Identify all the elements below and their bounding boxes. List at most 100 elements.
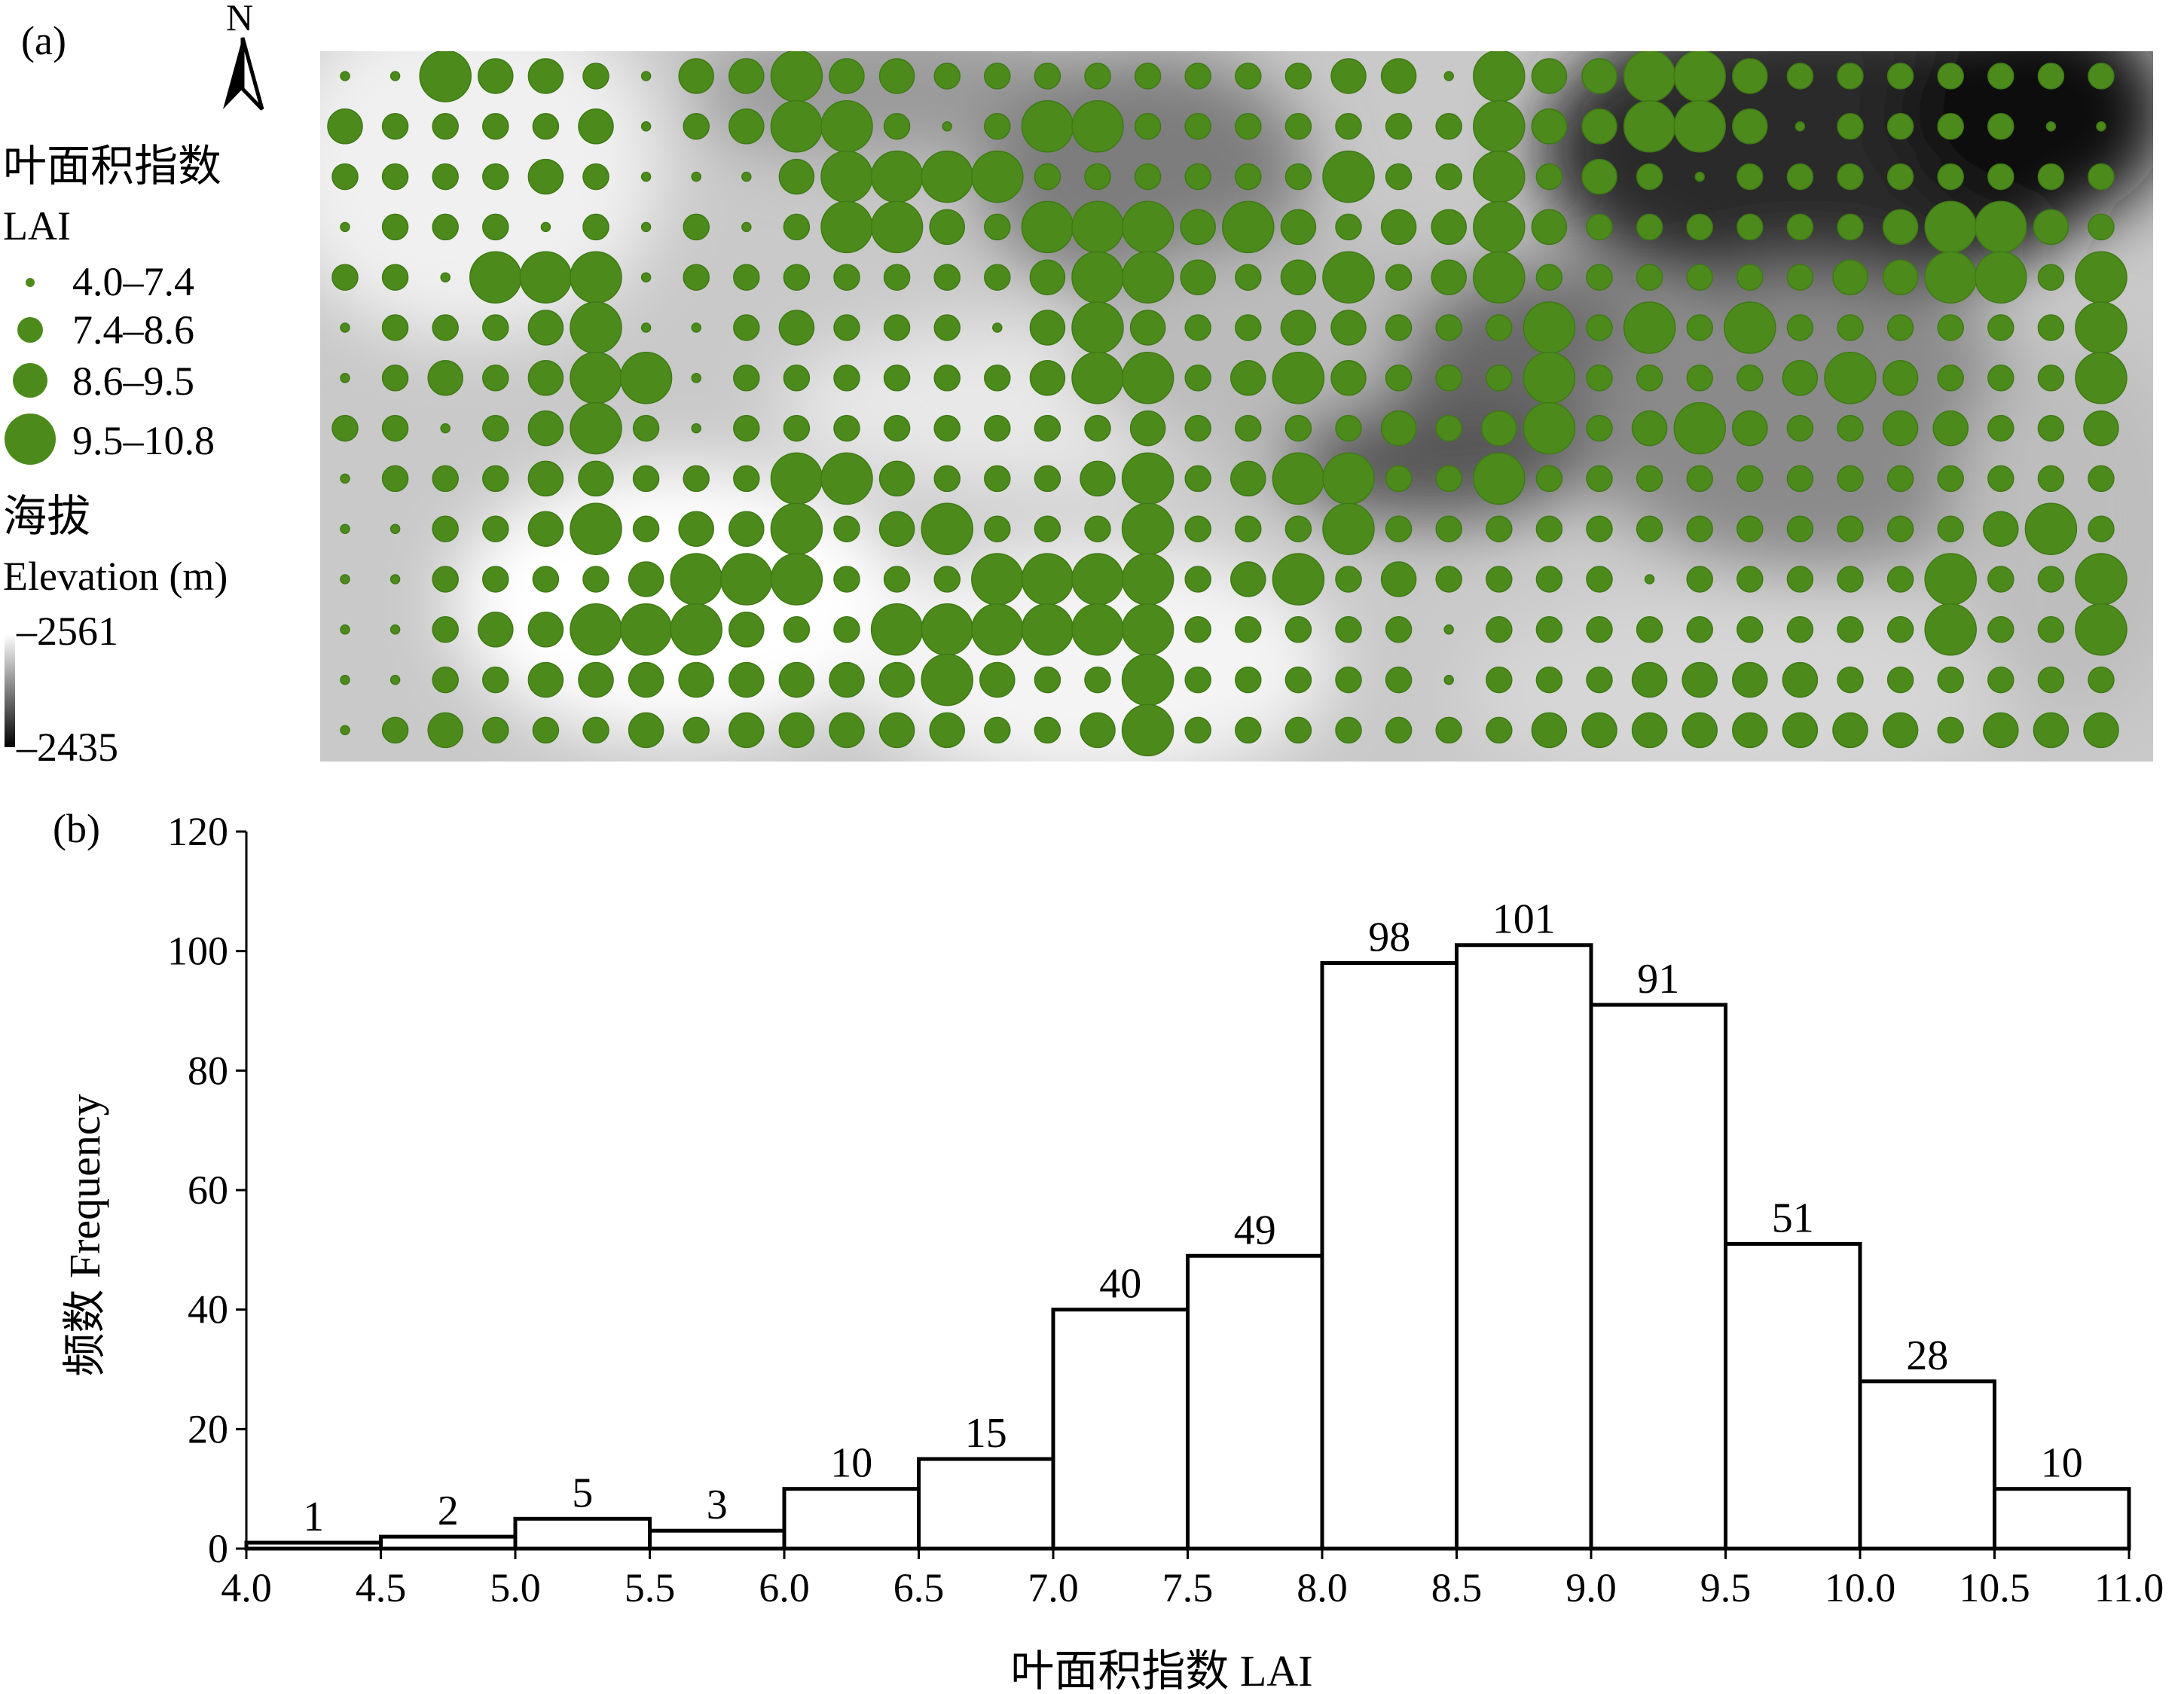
lai-dot	[381, 465, 409, 493]
lai-dot	[1385, 365, 1413, 392]
histogram-bar	[513, 1516, 652, 1551]
lai-dot	[878, 460, 915, 497]
lai-dot	[1737, 264, 1764, 291]
lai-dot	[984, 716, 1011, 744]
lai-dot	[1581, 108, 1617, 145]
lai-dot	[1473, 150, 1526, 203]
lai-dot	[820, 452, 873, 505]
lai-dot	[1886, 113, 1914, 140]
lai-dot	[482, 716, 509, 744]
lai-dot	[770, 553, 823, 606]
lai-dot	[1335, 113, 1362, 140]
histogram-bar	[1724, 1241, 1862, 1551]
y-tick-label: 20	[188, 1406, 228, 1451]
lai-dot	[1121, 553, 1174, 606]
lai-dot	[870, 150, 924, 203]
lai-dot	[1443, 674, 1454, 685]
lai-dot	[984, 63, 1011, 90]
lai-dot	[1230, 360, 1266, 396]
lai-dot	[2037, 365, 2065, 392]
lai-dot	[1486, 716, 1513, 744]
lai-dot	[683, 465, 710, 493]
lai-dot	[820, 100, 873, 153]
lai-dot	[1623, 100, 1676, 153]
bar-data-label: 98	[1368, 914, 1410, 961]
histogram-bar	[917, 1457, 1055, 1551]
legend-dot-class-4	[5, 414, 56, 465]
lai-dot	[1235, 716, 1262, 744]
lai-dot	[1235, 414, 1262, 442]
lai-dot	[389, 71, 401, 81]
lai-dot	[1071, 100, 1124, 153]
lai-dot	[1322, 251, 1375, 304]
lai-dot	[1832, 259, 1868, 295]
lai-dot	[1782, 360, 1819, 396]
lai-dot	[1937, 666, 1964, 694]
lai-dot	[1121, 352, 1174, 404]
lai-dot	[331, 264, 359, 291]
legend-dot-class-1	[26, 278, 35, 287]
lai-dot	[1385, 113, 1413, 140]
lai-dot	[1987, 113, 2014, 140]
legend-elev-high: –2561	[16, 609, 118, 654]
lai-dot	[1385, 616, 1413, 643]
lai-dot	[1837, 414, 1864, 442]
lai-dot	[1486, 515, 1513, 542]
lai-dot	[2037, 666, 2065, 694]
lai-dot	[1473, 100, 1526, 153]
lai-dot	[1882, 410, 1919, 447]
lai-dot	[1987, 314, 2014, 341]
lai-dot	[1385, 264, 1413, 291]
lai-dot	[1531, 209, 1568, 246]
legend-elev-title-cn: 海拔	[3, 492, 90, 541]
lai-dot	[381, 113, 409, 140]
lai-dot	[1084, 515, 1111, 542]
lai-dot	[1435, 465, 1462, 493]
lai-dot	[883, 365, 911, 392]
lai-dot	[1924, 251, 1977, 304]
x-tick-label: 10.0	[1825, 1565, 1896, 1610]
lai-dot	[2075, 553, 2127, 606]
lai-dot	[733, 365, 760, 392]
lai-dot	[1385, 465, 1413, 493]
lai-dot	[1235, 63, 1262, 90]
lai-dot	[992, 322, 1003, 333]
lai-dot	[1272, 553, 1325, 606]
north-arrow-icon: N	[223, 0, 264, 111]
lai-dot	[770, 100, 823, 153]
lai-dot	[984, 213, 1011, 241]
lai-dot	[820, 200, 873, 254]
lai-dot	[1732, 58, 1768, 94]
lai-dot	[1886, 616, 1914, 643]
lai-dot	[783, 213, 811, 241]
lai-dot	[1385, 314, 1413, 341]
lai-dot	[1535, 666, 1563, 694]
lai-dot	[1686, 365, 1713, 392]
lai-dot	[1623, 301, 1676, 354]
lai-dot	[1380, 58, 1417, 94]
lai-dot	[327, 108, 363, 145]
lai-dot	[1737, 213, 1764, 241]
lai-dot	[1380, 561, 1417, 597]
lai-dot	[1581, 712, 1617, 749]
lai-dot	[1071, 352, 1124, 404]
lai-dot	[741, 221, 752, 233]
lai-dot	[1586, 414, 1613, 442]
lai-dot	[1886, 566, 1914, 593]
lai-dot	[1737, 515, 1764, 542]
lai-dot	[1084, 414, 1111, 442]
lai-dot	[984, 465, 1011, 493]
lai-dot	[1586, 566, 1613, 593]
lai-dot	[1235, 163, 1262, 191]
lai-dot	[1235, 616, 1262, 643]
lai-dot	[432, 113, 459, 140]
y-tick-label: 100	[167, 929, 228, 974]
legend-class-1-label: 4.0–7.4	[72, 259, 194, 304]
lai-dot	[878, 511, 915, 547]
lai-dot	[1924, 553, 1977, 606]
lai-dot	[820, 150, 873, 203]
lai-dot	[691, 171, 701, 182]
bar-data-label: 15	[965, 1410, 1007, 1457]
lai-dot	[440, 423, 451, 434]
lai-dot	[1631, 410, 1668, 447]
